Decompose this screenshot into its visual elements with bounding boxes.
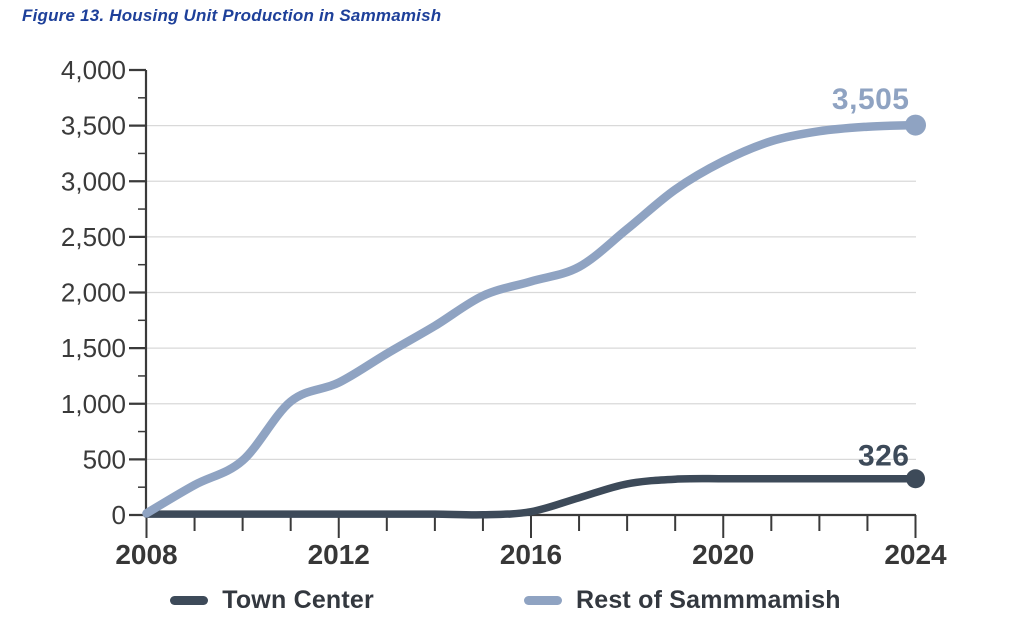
- legend: Town Center Rest of Sammmamish: [0, 586, 1011, 615]
- series-line-town-center: [142, 474, 920, 519]
- y-tick-label: 3,000: [61, 166, 126, 196]
- end-dot-town-center: [906, 469, 925, 489]
- chart-plot-area: 0 500 1,000 1,500 2,000 2,500 3,000 3,500 4,000 2…: [61, 55, 947, 570]
- y-tick-label: 2,500: [61, 222, 126, 252]
- y-tick-label: 4,000: [61, 55, 126, 85]
- y-tick-label: 500: [83, 444, 126, 474]
- x-tick-label: 2012: [308, 539, 370, 570]
- rest-of-sammmamish-line-swatch: [523, 596, 562, 605]
- x-tick-label: 2024: [884, 539, 947, 570]
- y-tick-label: 3,500: [61, 111, 126, 141]
- x-tick-label: 2016: [500, 539, 562, 570]
- x-tick-label: 2008: [115, 539, 177, 570]
- legend-item-town-center: Town Center: [170, 586, 374, 615]
- y-tick-label: 1,500: [61, 333, 126, 363]
- figure-title: Figure 13. Housing Unit Production in Sa…: [22, 6, 442, 25]
- legend-label-rest-of-sammmamish: Rest of Sammmamish: [575, 586, 841, 614]
- end-value-label-town-center: 326: [858, 440, 910, 473]
- y-tick-label: 2,000: [61, 278, 126, 308]
- end-dot-rest-of-sammmamish: [905, 114, 926, 136]
- legend-label-town-center: Town Center: [222, 586, 374, 614]
- series-line-rest-of-sammmamish: [142, 120, 920, 518]
- x-tick-label: 2020: [692, 539, 754, 570]
- end-value-label-rest-of-sammmamish: 3,505: [832, 83, 910, 116]
- town-center-line-swatch: [170, 596, 209, 605]
- legend-item-rest-of-sammmamish: Rest of Sammmamish: [523, 586, 841, 615]
- y-tick-label: 0: [112, 500, 126, 530]
- y-tick-label: 1,000: [61, 389, 126, 419]
